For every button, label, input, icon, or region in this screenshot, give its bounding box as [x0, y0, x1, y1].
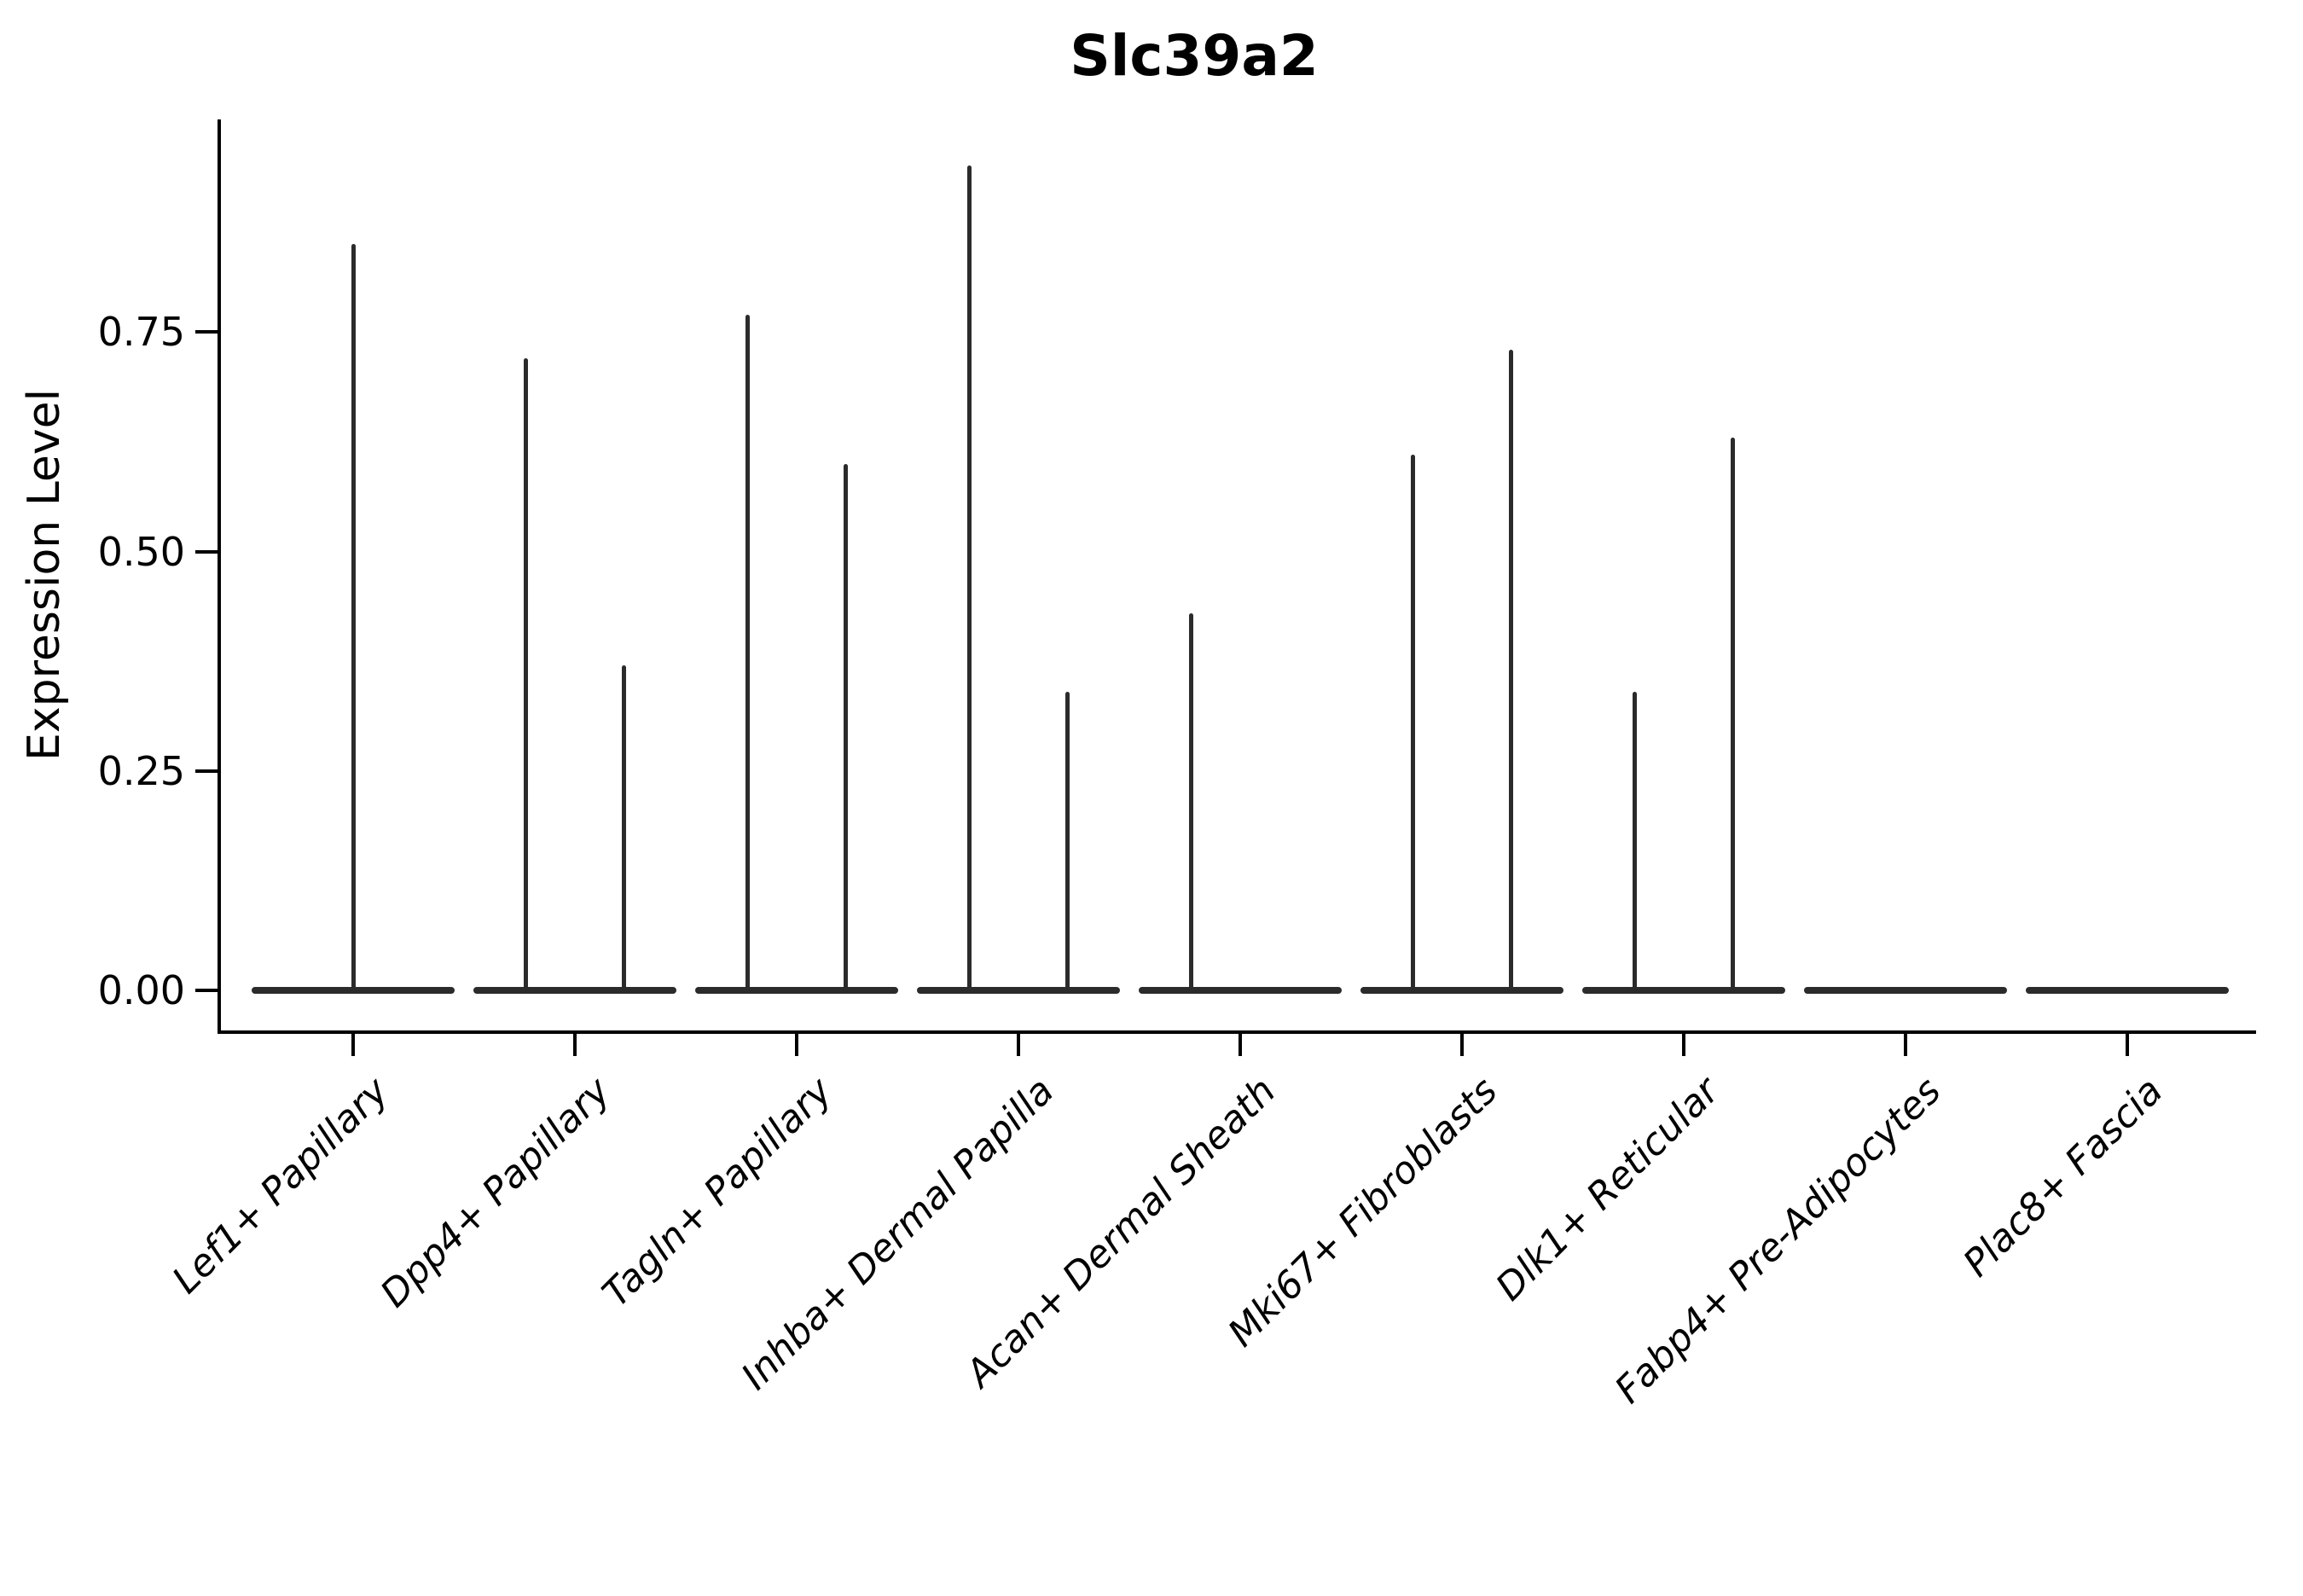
violin-baseline	[695, 987, 898, 994]
y-tick-mark	[195, 330, 219, 334]
violin-baseline	[1582, 987, 1785, 994]
y-tick-label: 0.25	[97, 747, 185, 794]
y-axis-spine	[218, 119, 221, 1034]
violin-spike	[745, 314, 751, 994]
x-tick-mark	[1239, 1032, 1242, 1056]
violin-spike	[1411, 455, 1416, 994]
x-tick-label: Mki67+ Fibroblasts	[1220, 1069, 1506, 1355]
y-tick-label: 0.75	[97, 309, 185, 356]
violin-spike	[1064, 692, 1070, 994]
x-tick-mark	[1017, 1032, 1020, 1056]
x-tick-label: Plac8+ Fascia	[1955, 1069, 2172, 1286]
violin-baseline	[1139, 987, 1342, 994]
violin-baseline	[917, 987, 1120, 994]
x-tick-mark	[1460, 1032, 1464, 1056]
violin-spike	[843, 463, 848, 994]
x-tick-label: Acan+ Dermal Sheath	[957, 1069, 1285, 1396]
y-tick-mark	[195, 549, 219, 554]
violin-spike	[1189, 612, 1194, 994]
x-tick-mark	[1904, 1032, 1907, 1056]
violin-spike	[1633, 692, 1638, 994]
violin-baseline	[2026, 987, 2229, 994]
violin-spike	[351, 244, 356, 994]
violin-spike	[1508, 349, 1513, 994]
violin-baseline	[1804, 987, 2007, 994]
violin-spike	[1730, 437, 1735, 994]
violin-baseline	[1360, 987, 1563, 994]
y-tick-label: 0.00	[97, 967, 185, 1013]
x-tick-label: Tagln+ Papillary	[594, 1069, 841, 1316]
x-axis-spine	[218, 1030, 2256, 1034]
violin-plot-figure: Slc39a2 Expression Level 0.00 0.25 0.50 0.7…	[19, 23, 2256, 1413]
x-tick-mark	[351, 1032, 355, 1056]
violin-baseline	[473, 987, 676, 994]
y-tick-mark	[195, 989, 219, 992]
x-tick-label: Dpp4+ Papillary	[372, 1069, 619, 1316]
x-tick-mark	[573, 1032, 577, 1056]
x-tick-label: Inhba+ Dermal Papilla	[733, 1069, 1063, 1399]
x-tick-mark	[795, 1032, 798, 1056]
plot-title: Slc39a2	[1070, 23, 1319, 89]
y-tick-mark	[195, 769, 219, 773]
violin-spike	[967, 165, 972, 994]
x-tick-mark	[1682, 1032, 1685, 1056]
violin-spike	[621, 665, 626, 994]
x-tick-mark	[2126, 1032, 2129, 1056]
x-tick-label: Fabp4+ Pre-Adipocytes	[1606, 1069, 1950, 1413]
x-tick-label: Dlk1+ Reticular	[1488, 1069, 1728, 1309]
y-tick-label: 0.50	[97, 528, 185, 575]
violin-spike	[524, 358, 529, 994]
